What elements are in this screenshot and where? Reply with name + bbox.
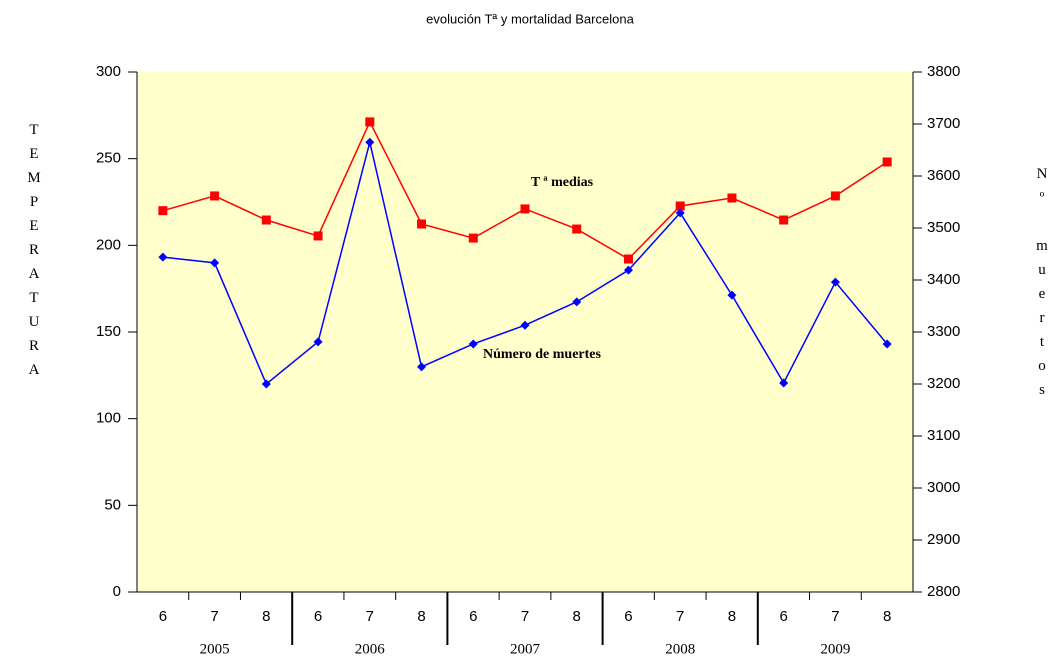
y2-axis-label: Nº muertos: [1034, 166, 1050, 406]
marker: [779, 215, 789, 225]
plot-area: [137, 72, 913, 592]
marker: [210, 258, 220, 268]
x-group-label: 2005: [200, 641, 230, 657]
y-tick-label: 50: [104, 496, 121, 513]
y-tick-label: 200: [96, 236, 121, 253]
x-tick-label: 6: [469, 608, 477, 625]
y2-tick-label: 3000: [927, 479, 960, 496]
y2-tick-label: 3200: [927, 375, 960, 392]
marker: [261, 379, 271, 389]
marker: [675, 201, 685, 211]
marker: [417, 362, 427, 372]
x-tick-label: 7: [210, 608, 218, 625]
x-group-label: 2008: [665, 641, 695, 657]
marker: [727, 290, 737, 300]
x-tick-label: 8: [262, 608, 270, 625]
marker: [623, 254, 633, 264]
marker: [675, 208, 685, 218]
series-annotation: Número de muertes: [483, 347, 601, 362]
y2-tick-label: 3400: [927, 271, 960, 288]
x-tick-label: 6: [159, 608, 167, 625]
marker: [417, 219, 427, 229]
marker: [572, 297, 582, 307]
x-tick-label: 7: [521, 608, 529, 625]
x-tick-label: 7: [831, 608, 839, 625]
marker: [623, 265, 633, 275]
y-axis-label: TEMPERATURA: [26, 122, 42, 386]
marker: [468, 339, 478, 349]
y2-tick-label: 2800: [927, 583, 960, 600]
x-group-label: 2007: [510, 641, 541, 657]
y2-tick-label: 3300: [927, 323, 960, 340]
y2-tick-label: 3600: [927, 167, 960, 184]
marker: [572, 224, 582, 234]
y-tick-label: 300: [96, 63, 121, 80]
marker: [727, 193, 737, 203]
x-tick-label: 6: [314, 608, 322, 625]
y-tick-label: 250: [96, 150, 121, 167]
x-tick-label: 8: [883, 608, 891, 625]
y-tick-label: 0: [113, 583, 121, 600]
marker: [830, 191, 840, 201]
series-annotation: T ª medias: [531, 175, 594, 190]
marker: [158, 206, 168, 216]
x-tick-label: 6: [779, 608, 787, 625]
marker: [882, 157, 892, 167]
marker: [158, 252, 168, 262]
marker: [830, 277, 840, 287]
marker: [520, 204, 530, 214]
marker: [313, 337, 323, 347]
marker: [520, 320, 530, 330]
x-tick-label: 8: [728, 608, 736, 625]
y2-tick-label: 3500: [927, 219, 960, 236]
y2-tick-label: 3800: [927, 63, 960, 80]
x-tick-label: 7: [676, 608, 684, 625]
marker: [313, 231, 323, 241]
x-tick-label: 7: [366, 608, 374, 625]
y-tick-label: 100: [96, 410, 121, 427]
x-group-label: 2009: [820, 641, 850, 657]
y2-tick-label: 3700: [927, 115, 960, 132]
marker: [365, 117, 375, 127]
marker: [779, 378, 789, 388]
y2-tick-label: 3100: [927, 427, 960, 444]
marker: [210, 191, 220, 201]
x-group-label: 2006: [355, 641, 386, 657]
marker: [365, 137, 375, 147]
x-tick-label: 8: [417, 608, 425, 625]
y-tick-label: 150: [96, 323, 121, 340]
x-tick-label: 8: [573, 608, 581, 625]
marker: [468, 233, 478, 243]
x-tick-label: 6: [624, 608, 632, 625]
marker: [261, 215, 271, 225]
y2-tick-label: 2900: [927, 531, 960, 548]
chart-title: evolución Tª y mortalidad Barcelona: [426, 11, 634, 26]
marker: [882, 339, 892, 349]
